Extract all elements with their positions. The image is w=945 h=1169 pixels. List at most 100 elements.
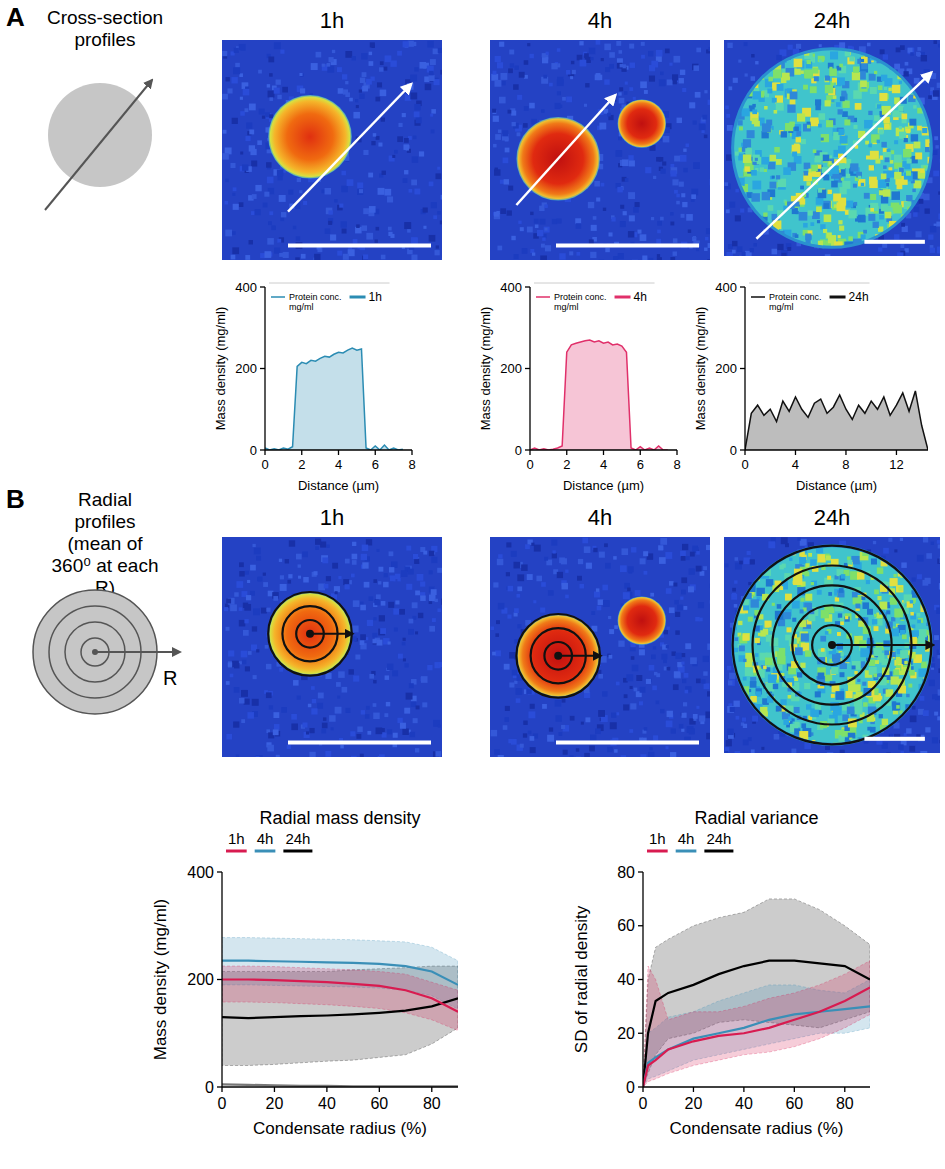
speckle xyxy=(359,189,363,193)
speckle xyxy=(541,244,545,248)
speckle xyxy=(327,66,334,73)
speckle xyxy=(914,207,920,213)
speckle xyxy=(338,88,344,94)
speckle xyxy=(295,257,300,260)
speckle xyxy=(232,247,239,254)
speckle xyxy=(756,69,761,74)
speckle xyxy=(874,71,877,74)
speckle xyxy=(772,249,778,255)
speckle xyxy=(656,239,661,244)
speckle xyxy=(430,114,433,117)
speckle xyxy=(382,733,387,738)
speckle xyxy=(276,80,281,85)
speckle xyxy=(577,55,583,61)
speckle xyxy=(517,95,522,100)
speckle xyxy=(775,244,779,248)
speckle xyxy=(257,140,262,145)
speckle xyxy=(376,136,380,140)
speckle xyxy=(381,117,385,121)
speckle xyxy=(776,103,784,111)
speckle xyxy=(885,157,890,162)
speckle xyxy=(251,644,257,650)
speckle xyxy=(906,171,911,176)
speckle xyxy=(359,89,362,92)
schematic-arrow xyxy=(45,80,152,210)
speckle xyxy=(580,60,587,67)
speckle xyxy=(810,222,814,226)
speckle xyxy=(901,223,905,227)
speckle xyxy=(838,109,843,114)
speckle xyxy=(281,212,286,217)
speckle xyxy=(776,55,781,60)
speckle xyxy=(406,584,412,590)
speckle xyxy=(894,234,899,239)
speckle xyxy=(880,49,885,54)
speckle xyxy=(681,193,685,197)
speckle xyxy=(249,240,253,244)
speckle xyxy=(622,159,629,166)
speckle xyxy=(409,683,414,688)
speckle xyxy=(938,44,940,48)
speckle xyxy=(551,63,557,69)
speckle xyxy=(409,189,413,193)
speckle xyxy=(743,77,751,85)
speckle xyxy=(819,113,826,120)
speckle xyxy=(253,608,260,615)
speckle xyxy=(804,69,812,77)
speckle xyxy=(693,236,696,239)
speckle xyxy=(876,52,883,59)
speckle xyxy=(907,55,913,61)
speckle xyxy=(353,675,359,681)
speckle xyxy=(352,554,358,560)
speckle xyxy=(940,159,941,163)
speckle xyxy=(362,225,368,231)
speckle xyxy=(245,255,250,260)
speckle xyxy=(343,254,349,260)
speckle xyxy=(511,236,515,240)
speckle xyxy=(239,571,244,576)
profile-arrow xyxy=(516,95,615,205)
speckle xyxy=(306,731,309,734)
speckle xyxy=(879,93,887,101)
image-title: 1h xyxy=(320,505,344,530)
speckle xyxy=(239,202,244,207)
speckle xyxy=(937,83,940,88)
speckle xyxy=(763,212,767,216)
speckle xyxy=(767,89,772,94)
speckle xyxy=(299,73,302,76)
speckle xyxy=(710,179,711,186)
speckle xyxy=(751,76,756,81)
speckle xyxy=(394,150,398,154)
condensate-edge xyxy=(733,49,932,248)
speckle xyxy=(609,52,615,58)
speckle xyxy=(894,140,898,144)
schematic-label: R xyxy=(163,667,177,689)
speckle xyxy=(618,136,622,140)
speckle xyxy=(706,228,710,234)
speckle xyxy=(764,54,769,59)
speckle xyxy=(293,226,296,229)
speckle xyxy=(772,98,777,103)
speckle xyxy=(584,104,587,107)
speckle xyxy=(893,205,902,214)
speckle xyxy=(376,227,380,231)
speckle xyxy=(334,199,337,202)
speckle xyxy=(325,673,331,679)
speckle xyxy=(430,237,434,241)
speckle xyxy=(361,53,367,59)
speckle xyxy=(390,60,396,66)
speckle xyxy=(226,681,230,685)
speckle xyxy=(754,222,761,229)
speckle xyxy=(846,159,851,164)
speckle xyxy=(522,248,528,254)
speckle xyxy=(532,252,535,255)
speckle xyxy=(281,707,287,713)
speckle xyxy=(825,85,833,93)
speckle xyxy=(906,195,912,201)
speckle xyxy=(383,582,389,588)
speckle xyxy=(632,260,638,261)
speckle xyxy=(399,609,405,615)
speckle xyxy=(345,559,350,564)
speckle xyxy=(866,156,870,160)
speckle xyxy=(696,248,699,251)
